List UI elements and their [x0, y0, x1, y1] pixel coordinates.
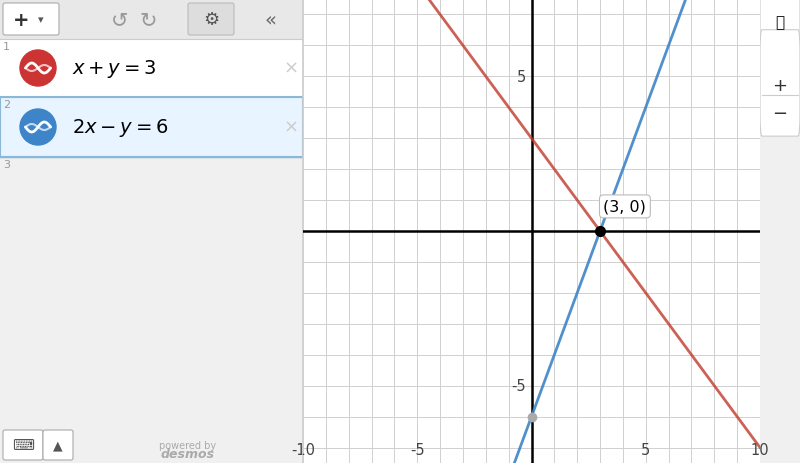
Text: ⚙: ⚙	[203, 11, 219, 29]
Text: ×: ×	[283, 119, 298, 137]
FancyBboxPatch shape	[43, 430, 73, 460]
FancyBboxPatch shape	[760, 0, 800, 68]
Text: 5: 5	[641, 443, 650, 457]
Text: ↺: ↺	[111, 10, 129, 30]
Bar	[0, 0, 303, 40]
Text: -10: -10	[291, 443, 315, 457]
Text: -5: -5	[511, 378, 526, 393]
Circle shape	[20, 110, 56, 146]
Text: -5: -5	[410, 443, 425, 457]
Text: «: «	[264, 11, 276, 30]
Text: ▾: ▾	[38, 15, 44, 25]
Text: +: +	[13, 11, 30, 30]
Text: (3, 0): (3, 0)	[603, 200, 646, 214]
Text: desmos: desmos	[161, 448, 215, 461]
Text: 5: 5	[517, 70, 526, 85]
Bar	[0, 40, 303, 98]
Text: 🔧: 🔧	[775, 15, 785, 30]
Text: ↻: ↻	[139, 10, 157, 30]
Text: −: −	[773, 105, 787, 123]
FancyBboxPatch shape	[760, 31, 800, 137]
Text: 10: 10	[750, 443, 770, 457]
Text: ⌨: ⌨	[12, 438, 34, 452]
Text: $2x - y = 6$: $2x - y = 6$	[72, 117, 169, 139]
Text: 3: 3	[3, 160, 10, 169]
Text: +: +	[773, 77, 787, 95]
FancyBboxPatch shape	[188, 4, 234, 36]
Text: $x + y = 3$: $x + y = 3$	[72, 58, 156, 80]
Text: 2: 2	[3, 100, 10, 110]
Text: ×: ×	[283, 60, 298, 78]
Text: ▲: ▲	[53, 438, 63, 451]
Bar	[0, 98, 303, 158]
Text: 1: 1	[3, 42, 10, 52]
FancyBboxPatch shape	[3, 430, 43, 460]
FancyBboxPatch shape	[3, 4, 59, 36]
Bar	[0, 98, 303, 158]
Circle shape	[20, 51, 56, 87]
Text: powered by: powered by	[159, 440, 217, 450]
